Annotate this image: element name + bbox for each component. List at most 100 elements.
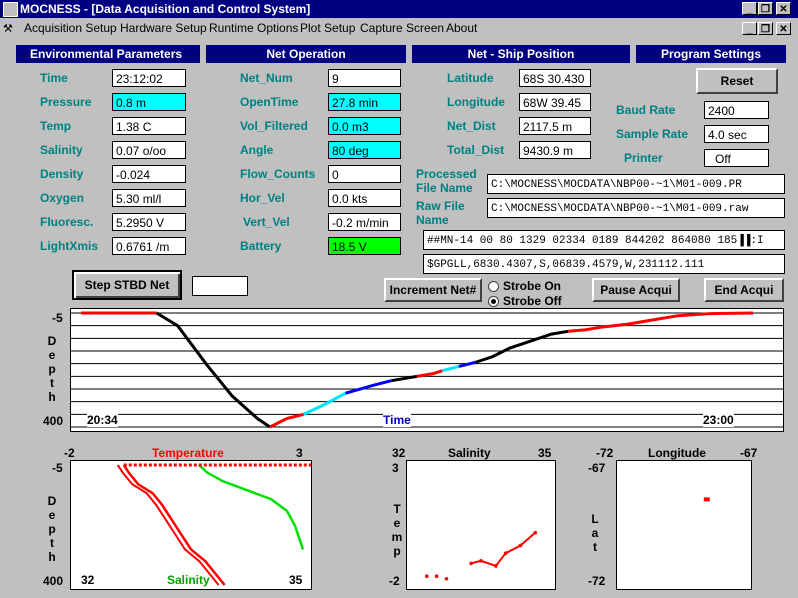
profile-ymax: 400 [43, 574, 64, 588]
total-dist-label: Total_Dist [447, 143, 505, 157]
strobe-on-radio[interactable] [488, 281, 499, 292]
ts-ymin: -2 [389, 574, 400, 588]
step-stbd-net-button[interactable]: Step STBD Net [72, 270, 182, 300]
baud-rate-label: Baud Rate [616, 103, 676, 117]
processed-file-label-1: Processed [416, 167, 477, 181]
ll-xmin: -72 [596, 446, 614, 460]
ts-trace [470, 531, 536, 568]
depth-time-svg [71, 311, 783, 429]
density-label: Density [40, 167, 84, 181]
menu-acquisition-setup[interactable]: Acquisition Setup [24, 21, 117, 35]
ts-svg [424, 530, 538, 581]
ts-ymax: 3 [392, 461, 399, 475]
battery-value: 18.5 V [328, 237, 401, 255]
angle-label: Angle [240, 143, 274, 157]
minimize-icon[interactable]: _ [742, 2, 757, 15]
depth-plot-xstart: 20:34 [87, 413, 118, 427]
lightxmis-value: 0.6761 /m [112, 237, 186, 255]
depth-trace-segment [441, 365, 460, 373]
net-header: Net Operation [206, 45, 406, 63]
ts-point [434, 574, 439, 578]
time-label: Time [40, 71, 68, 85]
depth-trace-segment [345, 379, 393, 395]
vert-vel-label: Vert_Vel [243, 215, 290, 229]
ll-svg [703, 497, 710, 502]
oxygen-value: 5.30 ml/l [112, 189, 186, 207]
ts-xmin: 32 [392, 446, 406, 460]
ts-point [444, 576, 449, 581]
pressure-value: 0.8 m [112, 93, 186, 111]
profile-sal-max: 35 [289, 573, 303, 587]
net-num-value: 9 [328, 69, 401, 87]
battery-label: Battery [240, 239, 282, 253]
opentime-label: OpenTime [240, 95, 299, 109]
menu-capture-screen[interactable]: Capture Screen [360, 21, 445, 35]
depth-trace-segment [416, 369, 443, 378]
depth-trace-segment [391, 374, 418, 383]
close-icon[interactable]: ✕ [776, 2, 791, 15]
hor-vel-label: Hor_Vel [240, 191, 285, 205]
profile-sal-min: 32 [81, 573, 95, 587]
strobe-on-label[interactable]: Strobe On [503, 279, 562, 293]
menu-plot-setup[interactable]: Plot Setup [300, 21, 356, 35]
raw-file-field[interactable]: C:\MOCNESS\MOCDATA\NBP00-~1\M01-009.raw [487, 198, 785, 218]
vol-filtered-label: Vol_Filtered [240, 119, 308, 133]
longitude-value: 68W 39.45 [519, 93, 591, 111]
depth-trace-segment [269, 412, 304, 429]
raw-file-label-2: Name [416, 213, 449, 227]
net-num-label: Net_Num [240, 71, 293, 85]
flow-counts-label: Flow_Counts [240, 167, 316, 181]
menu-hardware-setup[interactable]: Hardware Setup [120, 21, 207, 35]
density-value: -0.024 [112, 165, 186, 183]
menu-about[interactable]: About [446, 21, 478, 35]
latitude-label: Latitude [447, 71, 494, 85]
depth-trace-segment [475, 329, 569, 364]
child-maximize-icon[interactable]: ❐ [758, 22, 773, 35]
ll-ymin: -72 [588, 574, 606, 588]
menu-bar: ⚒ Acquisition Setup Hardware Setup Runti… [0, 19, 798, 38]
maximize-icon[interactable]: ❐ [758, 2, 773, 15]
title-bar: MOCNESS - [Data Acquisition and Control … [0, 0, 798, 18]
latitude-value: 68S 30.430 [519, 69, 591, 87]
fluoresc-label: Fluoresc. [40, 215, 94, 229]
menu-runtime-options[interactable]: Runtime Options [209, 21, 299, 35]
increment-net-button[interactable]: Increment Net# [384, 278, 482, 302]
net-dist-label: Net_Dist [447, 119, 496, 133]
reset-button[interactable]: Reset [696, 68, 778, 94]
depth-plot-xend: 23:00 [703, 413, 734, 427]
strobe-off-label[interactable]: Strobe Off [503, 294, 562, 308]
salinity-profile-line [198, 464, 305, 550]
temp-salinity-profile: 32 Salinity 35 [70, 460, 312, 590]
salinity-label: Salinity [40, 143, 83, 157]
profile-ymin: -5 [52, 461, 63, 475]
salinity-temp-plot [406, 460, 556, 590]
depth-plot-xlabel: Time [383, 413, 411, 427]
pause-acqui-button[interactable]: Pause Acqui [592, 278, 680, 302]
profile-temp-min: -2 [64, 446, 75, 460]
ts-title: Salinity [448, 446, 491, 460]
ts-xmax: 35 [538, 446, 552, 460]
lightxmis-label: LightXmis [40, 239, 99, 253]
child-window-icon[interactable]: ⚒ [3, 23, 13, 35]
end-acqui-button[interactable]: End Acqui [704, 278, 784, 302]
processed-file-field[interactable]: C:\MOCNESS\MOCDATA\NBP00-~1\M01-009.PR [487, 174, 785, 194]
child-minimize-icon[interactable]: _ [742, 22, 757, 35]
oxygen-label: Oxygen [40, 191, 85, 205]
profile-sal-title: Salinity [167, 573, 210, 587]
processed-file-label-2: File Name [416, 181, 473, 195]
app-icon [3, 2, 18, 17]
temp-label: Temp [40, 119, 72, 133]
ts-point [424, 574, 429, 578]
child-close-icon[interactable]: ✕ [776, 22, 791, 35]
profile-svg [116, 463, 311, 586]
prog-header: Program Settings [636, 45, 786, 63]
baud-rate-value: 2400 [704, 101, 769, 119]
vert-vel-value: -0.2 m/min [328, 213, 401, 231]
printer-value: Off [704, 149, 769, 167]
step-net-field[interactable] [192, 276, 248, 296]
strobe-off-radio[interactable] [488, 296, 499, 307]
